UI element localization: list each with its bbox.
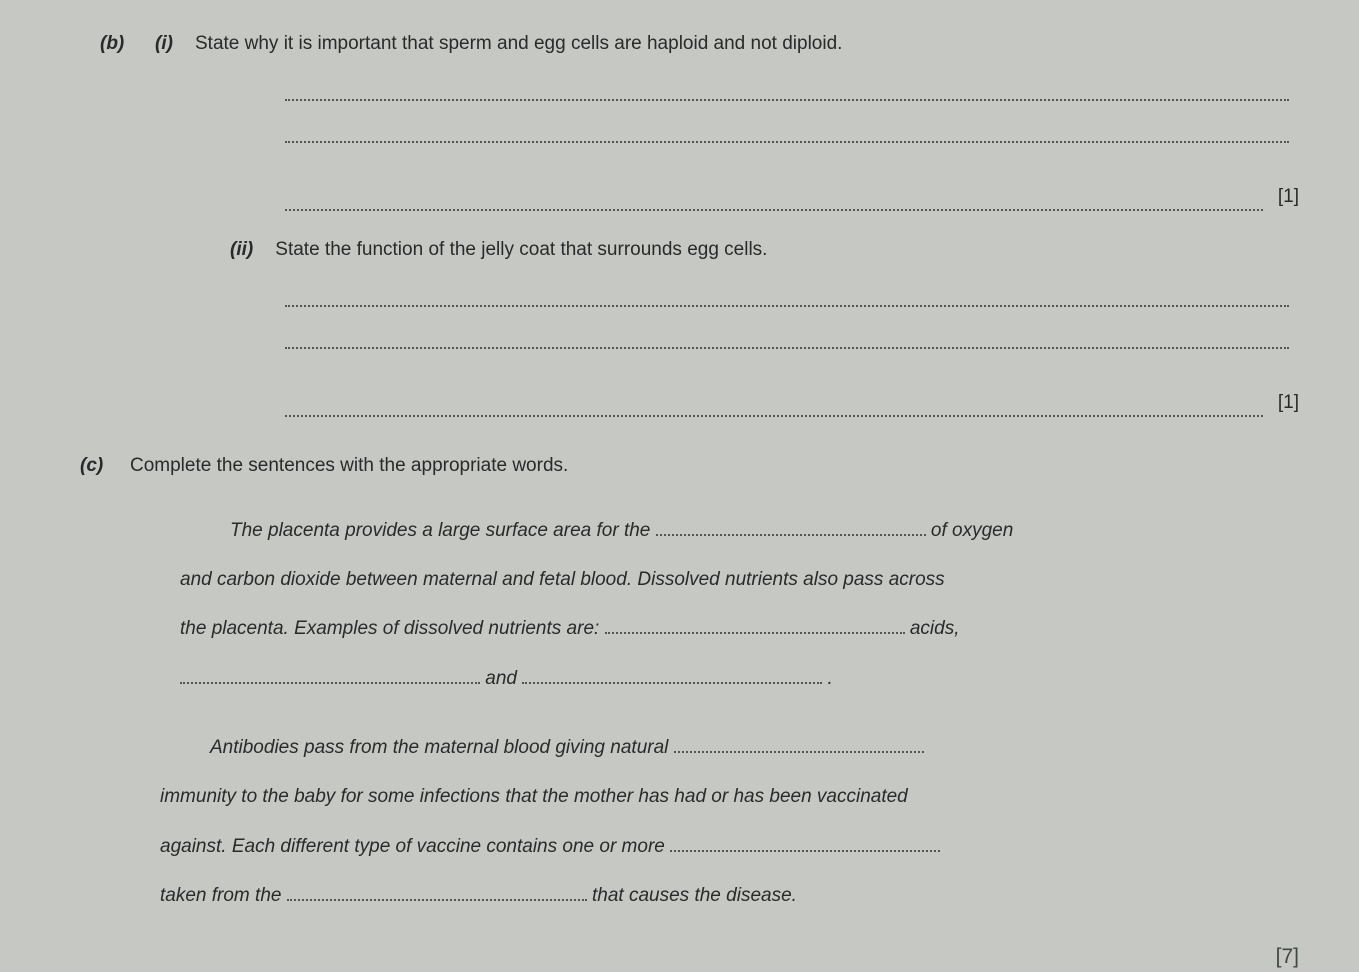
question-b-ii: (ii) State the function of the jelly coa… — [230, 236, 1299, 265]
label-b-ii: (ii) — [230, 236, 270, 265]
label-b-i: (i) — [155, 30, 195, 59]
marks-b-ii: [1] — [1278, 389, 1299, 418]
question-b-ii-text: State the function of the jelly coat tha… — [275, 239, 767, 260]
answer-line — [285, 305, 1289, 307]
answer-line — [285, 209, 1263, 211]
answer-line — [285, 347, 1289, 349]
answer-line — [285, 99, 1289, 101]
fill-blank — [670, 850, 940, 852]
text-segment: The placenta provides a large surface ar… — [230, 520, 656, 541]
fill-blank — [605, 632, 905, 634]
text-segment: Antibodies pass from the maternal blood … — [210, 737, 674, 758]
text-segment: and — [480, 668, 522, 689]
marks-b-i: [1] — [1278, 183, 1299, 212]
answer-line — [285, 415, 1263, 417]
marks-c: [7] — [130, 941, 1299, 972]
fill-blank — [180, 682, 480, 684]
text-segment: immunity to the baby for some infections… — [160, 786, 908, 807]
section-b: (b) (i) State why it is important that s… — [100, 30, 1299, 417]
answer-line-with-marks: [1] — [285, 389, 1299, 418]
text-segment: that causes the disease. — [587, 885, 797, 906]
text-segment: of oxygen — [926, 520, 1014, 541]
answer-line — [285, 141, 1289, 143]
section-c: (c) Complete the sentences with the appr… — [100, 452, 1299, 972]
text-segment: against. Each different type of vaccine … — [160, 836, 670, 857]
text-segment: and carbon dioxide between maternal and … — [180, 569, 945, 590]
fill-blank — [674, 751, 924, 753]
answer-line-with-marks: [1] — [285, 183, 1299, 212]
fill-blank — [522, 682, 822, 684]
text-segment: . — [822, 668, 833, 689]
instruction-c: Complete the sentences with the appropri… — [130, 455, 568, 476]
fill-paragraph-2: Antibodies pass from the maternal blood … — [160, 723, 1299, 921]
label-c: (c) — [80, 452, 130, 481]
fill-blank — [656, 534, 926, 536]
question-b-i: (b) (i) State why it is important that s… — [100, 30, 1299, 59]
label-b: (b) — [100, 30, 155, 59]
text-segment: the placenta. Examples of dissolved nutr… — [180, 618, 605, 639]
question-b-i-text: State why it is important that sperm and… — [195, 30, 842, 59]
text-segment: acids, — [905, 618, 960, 639]
fill-paragraph-1: The placenta provides a large surface ar… — [180, 506, 1299, 704]
section-c-content: Complete the sentences with the appropri… — [130, 452, 1299, 972]
fill-blank — [287, 899, 587, 901]
text-segment: taken from the — [160, 885, 287, 906]
